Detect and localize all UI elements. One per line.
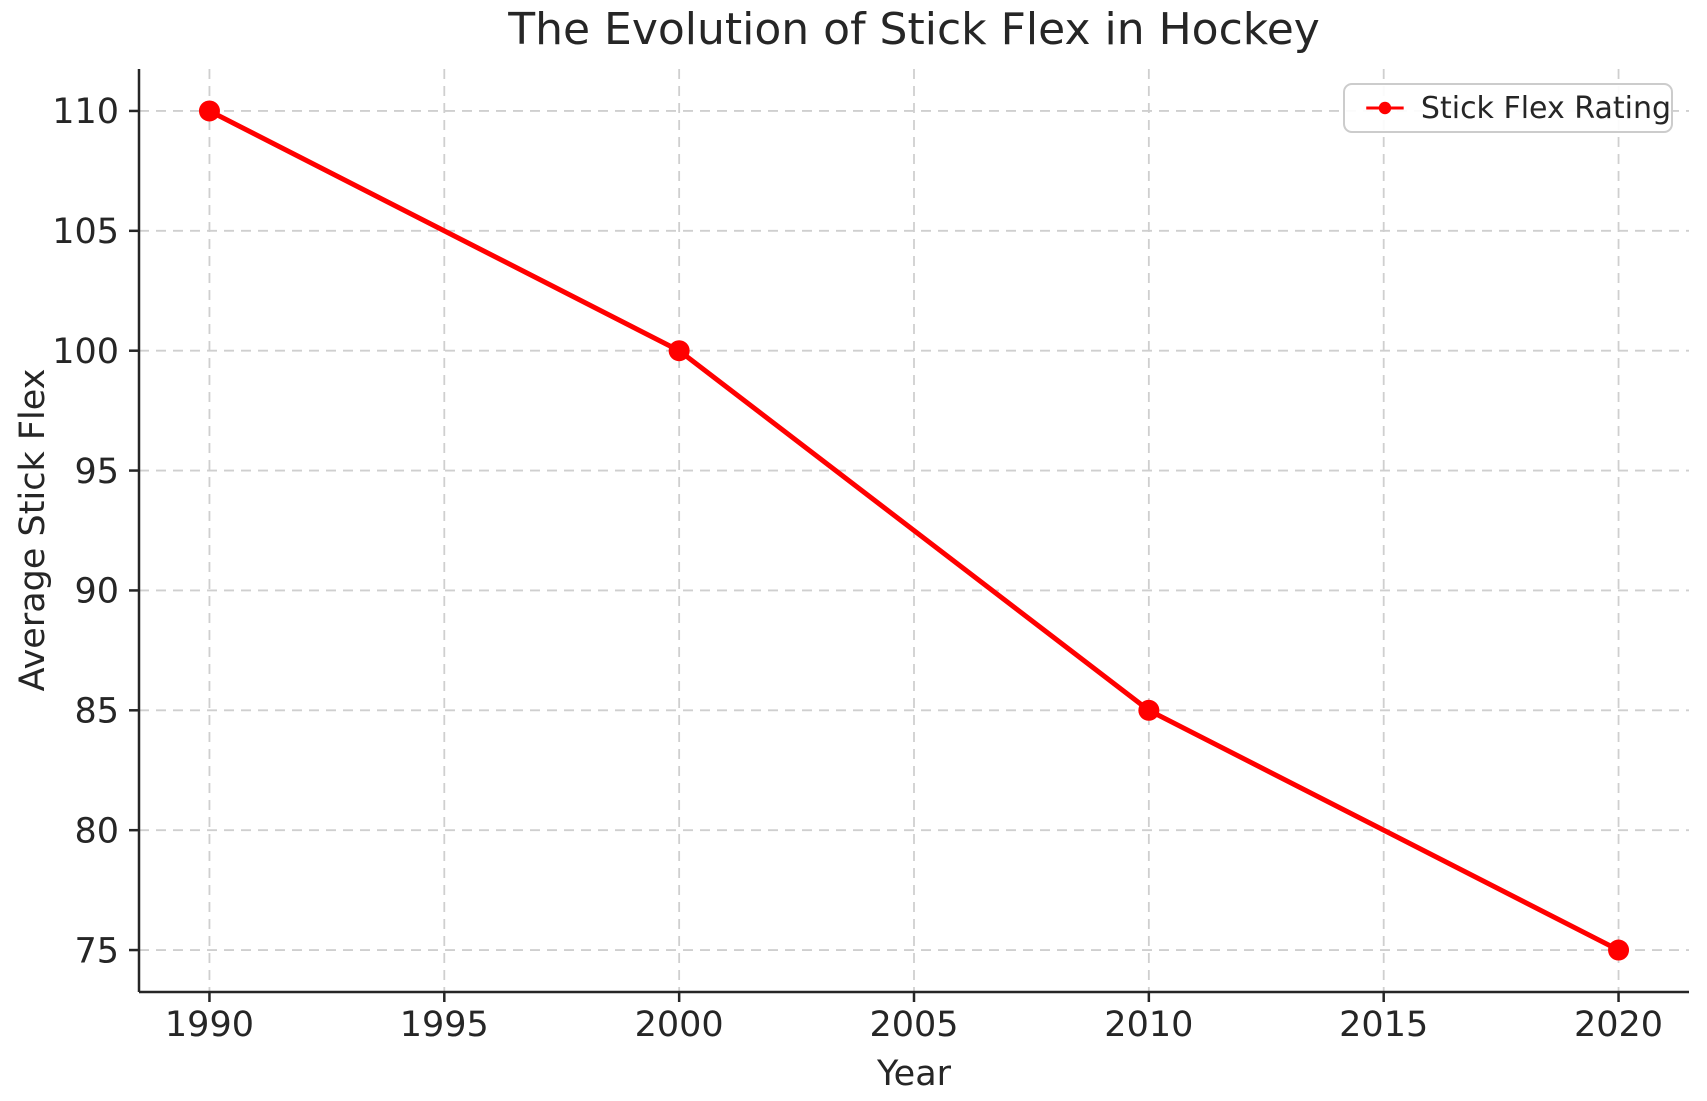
y-axis-label: Average Stick Flex — [13, 368, 53, 692]
y-tick-label: 110 — [52, 92, 119, 132]
data-point-marker — [668, 340, 690, 362]
legend-line-marker-icon — [1366, 101, 1404, 115]
x-tick-label: 2000 — [635, 1005, 724, 1045]
x-tick-label: 1995 — [400, 1005, 489, 1045]
y-tick-label: 80 — [74, 811, 119, 851]
chart-title: The Evolution of Stick Flex in Hockey — [508, 4, 1320, 55]
x-tick-label: 1990 — [165, 1005, 254, 1045]
y-tick-label: 100 — [52, 332, 119, 372]
data-point-marker — [1138, 699, 1160, 721]
x-axis-label: Year — [876, 1054, 952, 1094]
y-tick-label: 90 — [74, 572, 119, 612]
y-tick-label: 85 — [74, 692, 119, 732]
y-tick-label: 95 — [74, 452, 119, 492]
legend-item-label: Stick Flex Rating — [1420, 90, 1671, 126]
legend: Stick Flex Rating — [1343, 83, 1673, 133]
series-line — [206, 108, 1622, 953]
y-tick-label: 75 — [74, 931, 119, 971]
y-tick-label: 105 — [52, 212, 119, 252]
x-tick-label: 2015 — [1339, 1005, 1428, 1045]
data-point-marker — [1608, 939, 1630, 961]
x-tick-label: 2005 — [869, 1005, 958, 1045]
x-tick-label: 2010 — [1104, 1005, 1193, 1045]
data-point-marker — [198, 100, 220, 122]
x-tick-label: 2020 — [1574, 1005, 1663, 1045]
